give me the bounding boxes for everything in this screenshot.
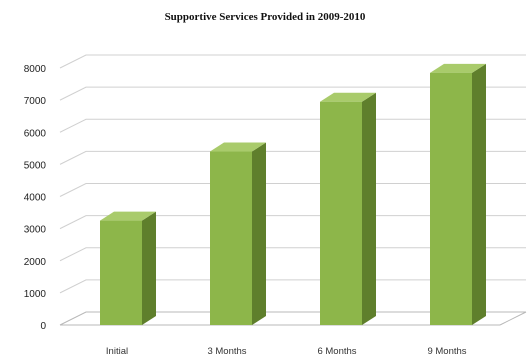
y-tick-label: 6000 xyxy=(24,128,47,139)
bar xyxy=(430,63,486,325)
bar-side xyxy=(252,142,266,325)
x-tick-label: 6 Months xyxy=(317,346,356,357)
gridline xyxy=(59,150,526,165)
gridline xyxy=(59,279,526,294)
gridline xyxy=(59,311,526,326)
y-tick-label: 2000 xyxy=(24,257,47,268)
y-tick-label: 8000 xyxy=(24,64,47,75)
bar-top xyxy=(100,211,156,221)
y-tick-label: 3000 xyxy=(24,225,47,236)
gridline xyxy=(59,86,526,101)
y-tick-label: 0 xyxy=(40,321,46,332)
bar-top xyxy=(210,142,266,152)
bar-front xyxy=(430,72,472,325)
bar xyxy=(210,142,266,325)
y-axis-ticks: 0 1000 2000 3000 4000 5000 6000 7000 8000 xyxy=(24,64,47,332)
gridline xyxy=(59,118,526,133)
y-tick-label: 7000 xyxy=(24,96,47,107)
bar-side xyxy=(472,63,486,325)
bars xyxy=(100,63,486,325)
y-tick-label: 5000 xyxy=(24,160,47,171)
x-tick-label: 9 Months xyxy=(427,346,466,357)
bar-side xyxy=(142,211,156,325)
bar-top xyxy=(430,63,486,73)
floor-side-edge xyxy=(499,311,527,326)
bar-front xyxy=(320,101,362,325)
gridline xyxy=(59,215,526,230)
gridline xyxy=(59,247,526,262)
bar-front xyxy=(210,151,252,325)
bar-top xyxy=(320,92,376,102)
y-tick-label: 1000 xyxy=(24,289,47,300)
y-tick-label: 4000 xyxy=(24,193,47,204)
x-tick-label: Initial xyxy=(106,346,128,357)
gridline xyxy=(59,183,526,197)
gridline xyxy=(59,54,526,69)
bar-side xyxy=(362,92,376,325)
x-tick-label: 3 Months xyxy=(207,346,246,357)
bar xyxy=(100,211,156,325)
gridlines xyxy=(59,54,527,326)
chart-title: Supportive Services Provided in 2009-201… xyxy=(165,11,366,23)
bar xyxy=(320,92,376,325)
bar-front xyxy=(100,220,142,325)
x-axis-ticks: Initial 3 Months 6 Months 9 Months xyxy=(106,346,467,357)
